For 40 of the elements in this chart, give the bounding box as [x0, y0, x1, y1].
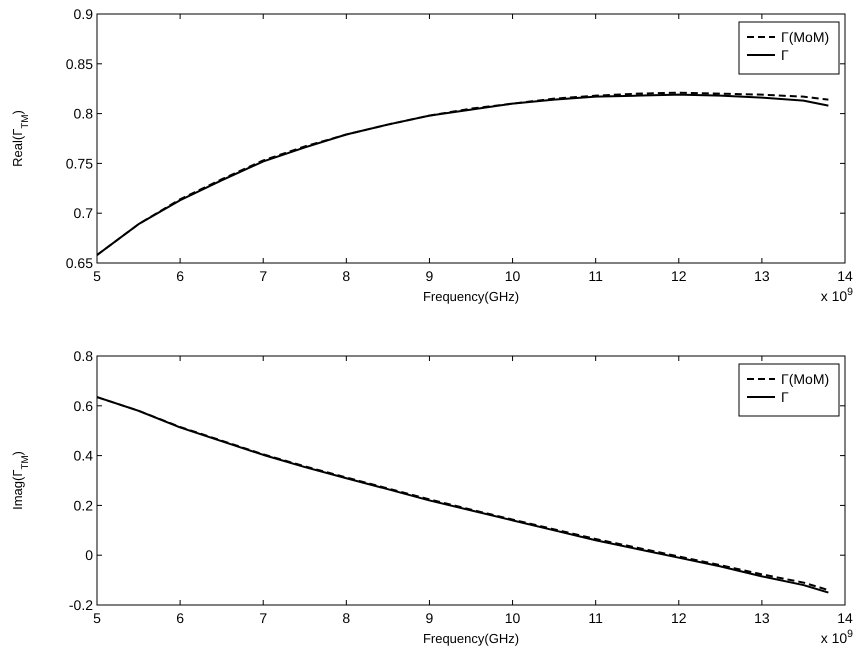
y-tick-label: 0	[85, 547, 94, 564]
x-tick-label: 8	[342, 610, 350, 626]
y-tick-label: 0.6	[74, 398, 94, 414]
x-tick-label: 5	[93, 268, 102, 284]
x-tick-label: 11	[588, 268, 604, 284]
x-tick-label: 9	[426, 268, 434, 284]
y-tick-label: 0.2	[74, 497, 94, 514]
x-tick-label: 11	[588, 610, 604, 626]
x-tick-label: 6	[176, 610, 184, 626]
x-tick-label: 12	[670, 610, 687, 626]
text: x 10$^{9}$	[820, 628, 854, 646]
x-tick-label: 7	[259, 268, 268, 284]
y-tick-label: 0.85	[66, 56, 94, 72]
x-tick-label: 9	[426, 610, 434, 626]
y-tick-label: 0.8	[74, 106, 94, 122]
x-axis-title: Frequency(GHz)	[422, 289, 520, 304]
x-tick-label: 8	[342, 268, 350, 284]
x-tick-label: 14	[837, 268, 853, 284]
x-tick-label: 7	[259, 610, 268, 626]
y-tick-label: 0.75	[66, 155, 94, 172]
y-tick-label: 0.9	[74, 6, 94, 22]
x-axis-title: Frequency(GHz)	[422, 631, 520, 646]
y-tick-label: 0.7	[74, 205, 94, 222]
x-tick-label: 5	[93, 610, 102, 626]
y-tick-label: 0.8	[74, 348, 94, 364]
x-tick-label: 12	[670, 268, 687, 284]
x-tick-label: 13	[754, 268, 770, 284]
y-tick-label: 0.65	[66, 255, 94, 271]
legend-label: Γ(MoM)	[781, 29, 830, 45]
x-tick-label: 6	[176, 268, 184, 284]
legend-label: Γ	[781, 389, 789, 405]
x-tick-label: 10	[504, 610, 521, 626]
text: x 10$^{9}$	[820, 286, 854, 304]
x-tick-label: 10	[504, 268, 521, 284]
legend-label: Γ(MoM)	[781, 371, 830, 387]
x-tick-label: 14	[837, 610, 853, 626]
x-tick-label: 13	[754, 610, 770, 626]
y-tick-label: -0.2	[68, 597, 94, 613]
legend-label: Γ	[781, 47, 789, 63]
y-tick-label: 0.4	[74, 448, 94, 464]
